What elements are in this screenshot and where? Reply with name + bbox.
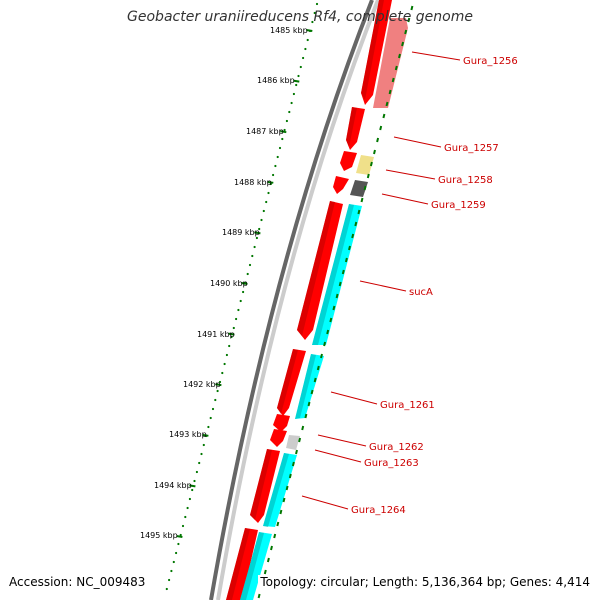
gene-label-gura-1262[interactable]: Gura_1262 bbox=[369, 442, 424, 453]
ruler-tick bbox=[267, 180, 274, 184]
gene-label-gura-1261[interactable]: Gura_1261 bbox=[380, 400, 435, 411]
tick-label-1490: 1490 kbp bbox=[210, 279, 248, 288]
tick-label-1495: 1495 kbp bbox=[140, 531, 178, 540]
map-title: Geobacter uraniireducens Rf4, complete g… bbox=[127, 9, 473, 25]
gene-label-gura-1264[interactable]: Gura_1264 bbox=[351, 505, 406, 516]
gene-label-gura-1256[interactable]: Gura_1256 bbox=[463, 56, 518, 67]
ruler-tick bbox=[241, 282, 248, 285]
ruler-tick bbox=[202, 433, 209, 437]
ruler-tick bbox=[254, 231, 261, 235]
feature-gura-1256-reverse[interactable] bbox=[373, 18, 408, 108]
backbone-inner bbox=[216, 0, 380, 600]
ruler-ticks bbox=[176, 29, 313, 538]
ruler-tick bbox=[306, 29, 313, 32]
feature-gura-1258-reverse[interactable] bbox=[356, 155, 374, 175]
accession-text: Accession: NC_009483 bbox=[9, 575, 146, 589]
gene-labels: Gura_1256 Gura_1257 Gura_1258 Gura_1259 … bbox=[351, 56, 518, 516]
feature-gura-1259-reverse[interactable] bbox=[350, 180, 368, 197]
forward-strand-shading bbox=[226, 0, 384, 600]
tick-label-1486: 1486 kbp bbox=[257, 76, 295, 85]
gene-gura-1263[interactable] bbox=[270, 429, 287, 447]
gene-label-gura-1263[interactable]: Gura_1263 bbox=[364, 458, 419, 469]
ruler-tick bbox=[280, 130, 287, 134]
tick-label-1488: 1488 kbp bbox=[234, 178, 272, 187]
gene-gura-1262[interactable] bbox=[273, 414, 290, 432]
ruler-tick bbox=[215, 383, 222, 387]
gene-gura-1258[interactable] bbox=[340, 151, 357, 171]
ruler-tick bbox=[228, 332, 235, 336]
tick-label-1491: 1491 kbp bbox=[197, 330, 235, 339]
ruler-dotted-line bbox=[165, 2, 319, 591]
right-ruler-ticks bbox=[257, 5, 414, 599]
tick-label-1487: 1487 kbp bbox=[246, 127, 284, 136]
gene-label-gura-1258[interactable]: Gura_1258 bbox=[438, 175, 493, 186]
ruler-labels: 1485 kbp 1486 kbp 1487 kbp 1488 kbp 1489… bbox=[140, 26, 308, 540]
gene-label-gura-1259[interactable]: Gura_1259 bbox=[431, 200, 486, 211]
reverse-strand-shading bbox=[240, 204, 354, 600]
ruler-tick bbox=[293, 79, 300, 83]
gene-label-suca[interactable]: sucA bbox=[409, 287, 433, 298]
feature-gura-1262-reverse[interactable] bbox=[286, 435, 300, 450]
tick-label-1493: 1493 kbp bbox=[169, 430, 207, 439]
ruler-tick bbox=[189, 484, 196, 488]
genome-summary-text: Topology: circular; Length: 5,136,364 bp… bbox=[258, 575, 590, 589]
ruler-tick bbox=[176, 535, 183, 538]
tick-label-1494: 1494 kbp bbox=[154, 481, 192, 490]
tick-label-1485: 1485 kbp bbox=[270, 26, 308, 35]
gene-gura-1259[interactable] bbox=[333, 176, 349, 194]
tick-label-1492: 1492 kbp bbox=[183, 380, 221, 389]
backbone-outer bbox=[209, 0, 374, 600]
tick-label-1489: 1489 kbp bbox=[222, 228, 260, 237]
label-leader-lines bbox=[301, 51, 461, 510]
gene-label-gura-1257[interactable]: Gura_1257 bbox=[444, 143, 499, 154]
